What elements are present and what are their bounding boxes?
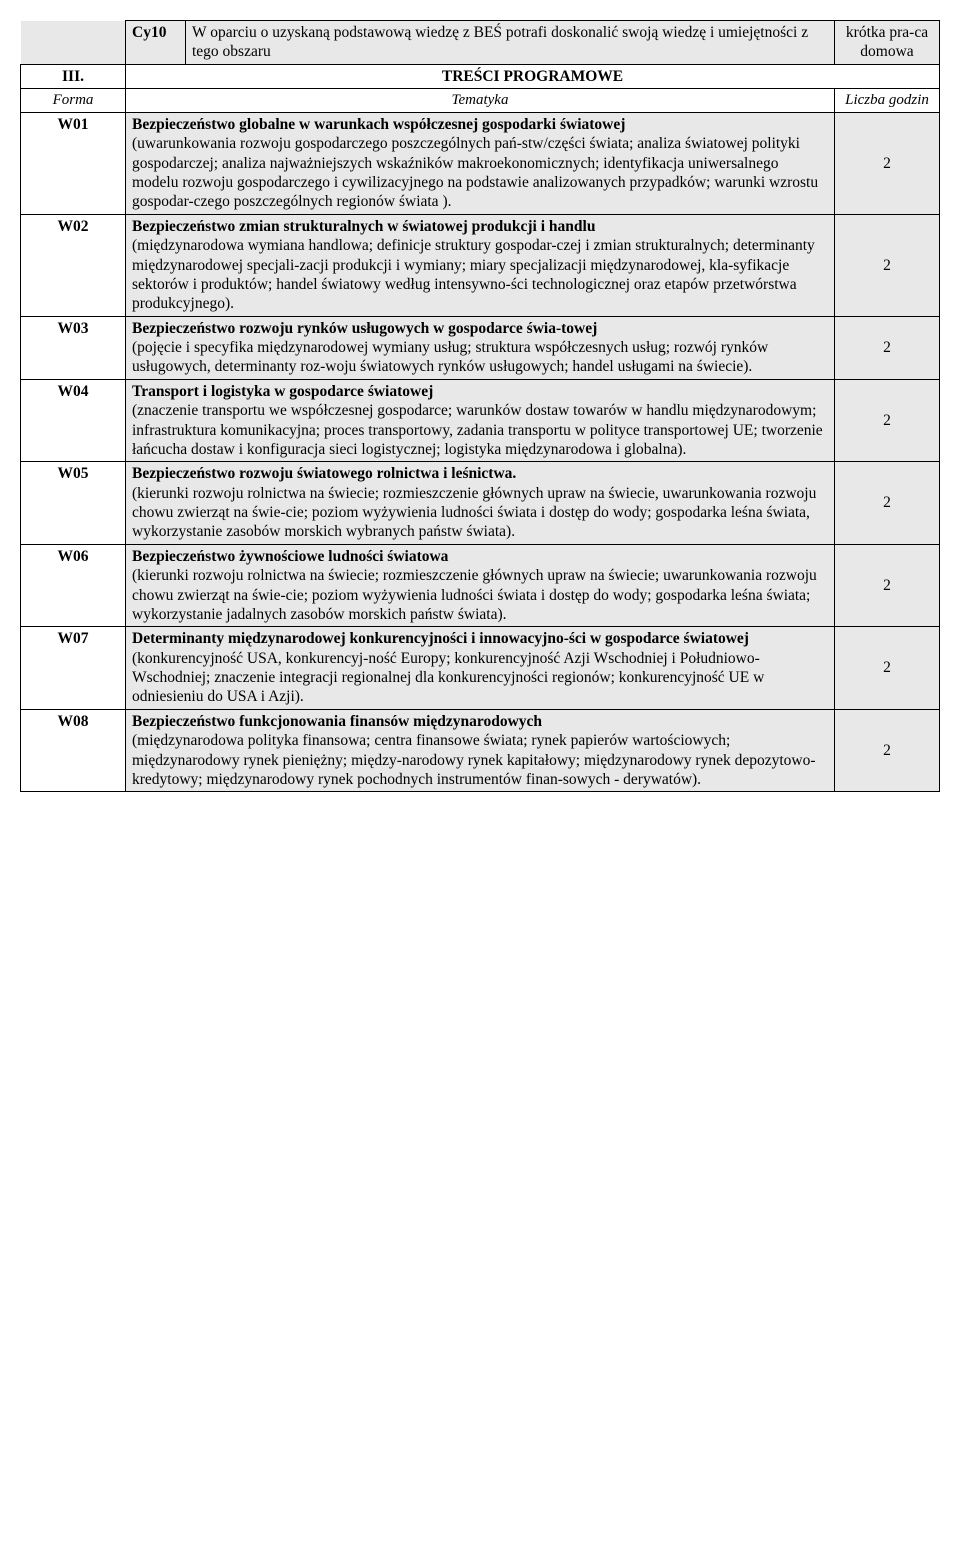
table-row: W02Bezpieczeństwo zmian strukturalnych w…	[21, 214, 940, 316]
cy10-text: W oparciu o uzyskaną podstawową wiedzę z…	[186, 21, 835, 65]
lecture-code: W06	[21, 544, 126, 627]
lecture-code: W02	[21, 214, 126, 316]
lecture-description: Bezpieczeństwo zmian strukturalnych w św…	[126, 214, 835, 316]
blank-cell	[21, 21, 126, 65]
row-section-header: III. TREŚCI PROGRAMOWE	[21, 64, 940, 88]
lecture-description: Determinanty międzynarodowej konkurencyj…	[126, 627, 835, 710]
table-row: W04Transport i logistyka w gospodarce św…	[21, 379, 940, 462]
lecture-hours: 2	[835, 214, 940, 316]
lecture-code: W08	[21, 709, 126, 792]
lecture-hours: 2	[835, 379, 940, 462]
lecture-code: W01	[21, 112, 126, 214]
lecture-code: W07	[21, 627, 126, 710]
table-row: W06Bezpieczeństwo żywnościowe ludności ś…	[21, 544, 940, 627]
table-row: W08Bezpieczeństwo funkcjonowania finansó…	[21, 709, 940, 792]
lecture-hours: 2	[835, 316, 940, 379]
lecture-hours: 2	[835, 709, 940, 792]
lecture-hours: 2	[835, 627, 940, 710]
section-title: TREŚCI PROGRAMOWE	[126, 64, 940, 88]
lecture-hours: 2	[835, 112, 940, 214]
row-subheader: Forma Tematyka Liczba godzin	[21, 89, 940, 113]
lecture-description: Bezpieczeństwo rozwoju światowego rolnic…	[126, 462, 835, 545]
cy10-code: Cy10	[126, 21, 186, 65]
lecture-code: W04	[21, 379, 126, 462]
lecture-description: Transport i logistyka w gospodarce świat…	[126, 379, 835, 462]
lecture-hours: 2	[835, 462, 940, 545]
subheader-tematyka: Tematyka	[126, 89, 835, 113]
subheader-forma: Forma	[21, 89, 126, 113]
lecture-hours: 2	[835, 544, 940, 627]
table-row: W07Determinanty międzynarodowej konkuren…	[21, 627, 940, 710]
lecture-code: W05	[21, 462, 126, 545]
table-row: W05Bezpieczeństwo rozwoju światowego rol…	[21, 462, 940, 545]
table-row: W01Bezpieczeństwo globalne w warunkach w…	[21, 112, 940, 214]
lecture-description: Bezpieczeństwo globalne w warunkach wspó…	[126, 112, 835, 214]
table-row: W03Bezpieczeństwo rozwoju rynków usługow…	[21, 316, 940, 379]
cy10-right: krótka pra-ca domowa	[835, 21, 940, 65]
section-num: III.	[21, 64, 126, 88]
lecture-description: Bezpieczeństwo rozwoju rynków usługowych…	[126, 316, 835, 379]
lecture-description: Bezpieczeństwo żywnościowe ludności świa…	[126, 544, 835, 627]
row-cy10: Cy10 W oparciu o uzyskaną podstawową wie…	[21, 21, 940, 65]
lecture-code: W03	[21, 316, 126, 379]
syllabus-table: Cy10 W oparciu o uzyskaną podstawową wie…	[20, 20, 940, 792]
subheader-liczba: Liczba godzin	[835, 89, 940, 113]
lecture-description: Bezpieczeństwo funkcjonowania finansów m…	[126, 709, 835, 792]
